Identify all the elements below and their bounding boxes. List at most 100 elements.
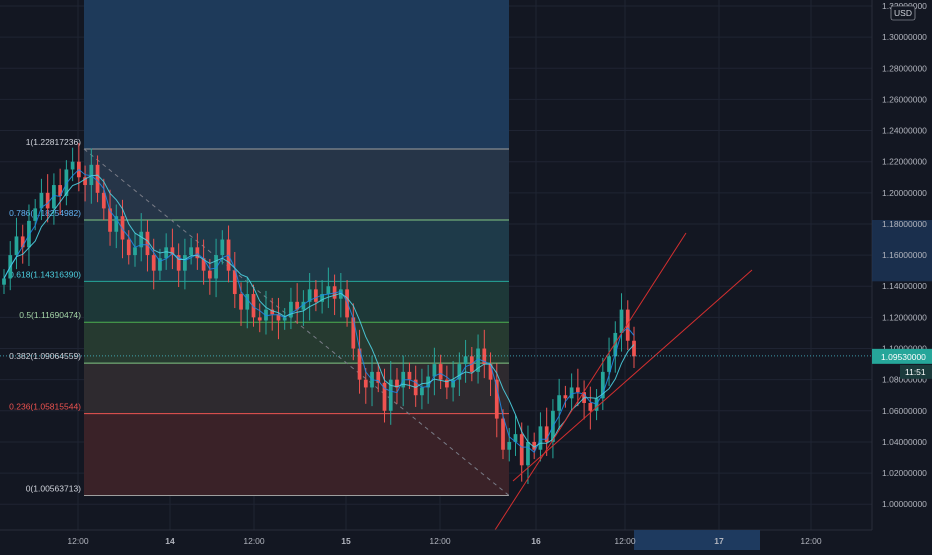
candle[interactable]	[270, 297, 275, 331]
candle[interactable]	[126, 230, 131, 265]
candle[interactable]	[395, 367, 399, 404]
candle[interactable]	[158, 248, 162, 281]
candle-body	[214, 255, 218, 279]
candle[interactable]	[2, 269, 6, 295]
candle[interactable]	[52, 173, 56, 225]
fib-level-label: 0.618(1.14316390)	[9, 269, 81, 279]
candle[interactable]	[588, 386, 593, 430]
channel-lower-line[interactable]	[512, 269, 753, 482]
candle[interactable]	[101, 178, 106, 221]
candle[interactable]	[420, 368, 424, 410]
candle[interactable]	[114, 204, 119, 249]
candle-body	[501, 418, 505, 450]
candle[interactable]	[8, 241, 13, 291]
candle[interactable]	[607, 337, 611, 386]
candle[interactable]	[457, 352, 462, 397]
candle[interactable]	[201, 239, 206, 285]
candle[interactable]	[338, 273, 343, 318]
candle[interactable]	[151, 238, 156, 290]
candle-body	[114, 216, 119, 232]
candle[interactable]	[438, 354, 443, 390]
candle[interactable]	[307, 273, 312, 321]
candle[interactable]	[632, 326, 636, 368]
candle[interactable]	[295, 283, 300, 324]
candle[interactable]	[183, 238, 187, 290]
candle[interactable]	[189, 237, 193, 265]
candle[interactable]	[39, 178, 44, 221]
candle[interactable]	[388, 360, 393, 425]
candle[interactable]	[83, 165, 87, 202]
candle[interactable]	[557, 378, 562, 430]
candle[interactable]	[363, 367, 368, 404]
candle[interactable]	[494, 363, 499, 438]
candle[interactable]	[345, 280, 349, 327]
candle[interactable]	[45, 174, 50, 223]
candle[interactable]	[532, 432, 537, 460]
candle[interactable]	[526, 425, 530, 484]
candle[interactable]	[314, 280, 318, 312]
candle[interactable]	[357, 329, 362, 394]
candle[interactable]	[176, 243, 181, 288]
candle[interactable]	[407, 362, 412, 390]
candle[interactable]	[14, 217, 19, 270]
candle-body	[332, 286, 337, 299]
candle-body	[164, 247, 169, 259]
candle[interactable]	[195, 233, 200, 270]
candle[interactable]	[563, 385, 568, 408]
candle[interactable]	[619, 293, 624, 352]
candle[interactable]	[95, 155, 100, 203]
candle[interactable]	[482, 329, 487, 379]
candle[interactable]	[245, 277, 250, 329]
candle[interactable]	[301, 290, 306, 326]
candle[interactable]	[20, 224, 25, 264]
channel-upper-line[interactable]	[494, 232, 687, 531]
fib-trend-dashed-line[interactable]	[83, 148, 510, 496]
last-price-label: 1.09530000	[881, 352, 926, 362]
candle[interactable]	[432, 347, 437, 396]
candle[interactable]	[257, 303, 262, 333]
candle[interactable]	[582, 380, 586, 420]
candle[interactable]	[351, 303, 356, 361]
candle[interactable]	[451, 360, 455, 402]
candle[interactable]	[133, 233, 137, 267]
candle[interactable]	[445, 365, 449, 400]
price-tick-label: 1.24000000	[882, 126, 927, 136]
candle[interactable]	[232, 251, 237, 309]
candle[interactable]	[170, 228, 175, 270]
candle-body	[264, 309, 268, 321]
candle[interactable]	[507, 427, 512, 462]
candle-body	[345, 289, 349, 318]
candle[interactable]	[625, 300, 630, 351]
candle[interactable]	[376, 362, 381, 393]
candle[interactable]	[513, 415, 518, 456]
candle-body	[101, 192, 106, 209]
candle[interactable]	[326, 267, 331, 309]
candle[interactable]	[488, 352, 493, 397]
candle[interactable]	[289, 287, 293, 330]
candle[interactable]	[207, 259, 212, 295]
candle-body	[407, 371, 412, 380]
candle[interactable]	[569, 373, 574, 411]
candle[interactable]	[544, 407, 549, 456]
candle[interactable]	[264, 290, 268, 335]
candle-body	[426, 376, 431, 388]
candle[interactable]	[426, 364, 431, 404]
candle[interactable]	[58, 168, 63, 215]
candle[interactable]	[108, 189, 112, 246]
candle[interactable]	[463, 339, 468, 383]
candle[interactable]	[613, 321, 618, 373]
candle[interactable]	[145, 220, 150, 272]
candle[interactable]	[575, 368, 580, 407]
candle[interactable]	[538, 412, 543, 462]
candle[interactable]	[276, 297, 281, 340]
candle[interactable]	[320, 280, 324, 314]
currency-badge[interactable]: USD	[890, 5, 916, 21]
candle[interactable]	[282, 308, 287, 330]
candle-body	[257, 317, 262, 321]
candle[interactable]	[64, 160, 69, 206]
candle[interactable]	[251, 284, 256, 327]
candle-body	[488, 364, 493, 380]
candle[interactable]	[382, 368, 387, 423]
